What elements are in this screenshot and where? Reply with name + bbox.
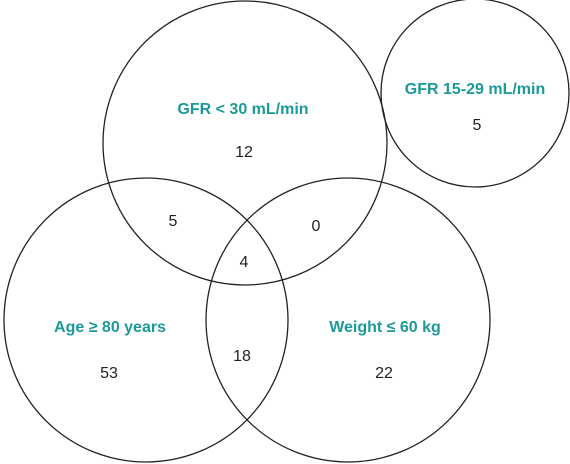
set-label: GFR < 30 mL/min bbox=[177, 101, 308, 118]
overlap-count: 4 bbox=[240, 254, 249, 271]
set-count: 5 bbox=[473, 117, 482, 134]
set-label: Age ≥ 80 years bbox=[54, 319, 166, 336]
overlap-count: 5 bbox=[169, 213, 178, 230]
set-label: GFR 15-29 mL/min bbox=[405, 81, 545, 98]
set-count: 12 bbox=[235, 144, 253, 161]
set-circle bbox=[3, 177, 289, 463]
set-count: 53 bbox=[100, 365, 118, 382]
set-circle bbox=[380, 0, 570, 188]
set-circle bbox=[102, 0, 388, 286]
set-circle bbox=[205, 177, 491, 463]
overlap-count: 18 bbox=[233, 348, 251, 365]
set-count: 22 bbox=[375, 365, 393, 382]
overlap-count: 0 bbox=[312, 218, 321, 235]
set-label: Weight ≤ 60 kg bbox=[329, 319, 441, 336]
